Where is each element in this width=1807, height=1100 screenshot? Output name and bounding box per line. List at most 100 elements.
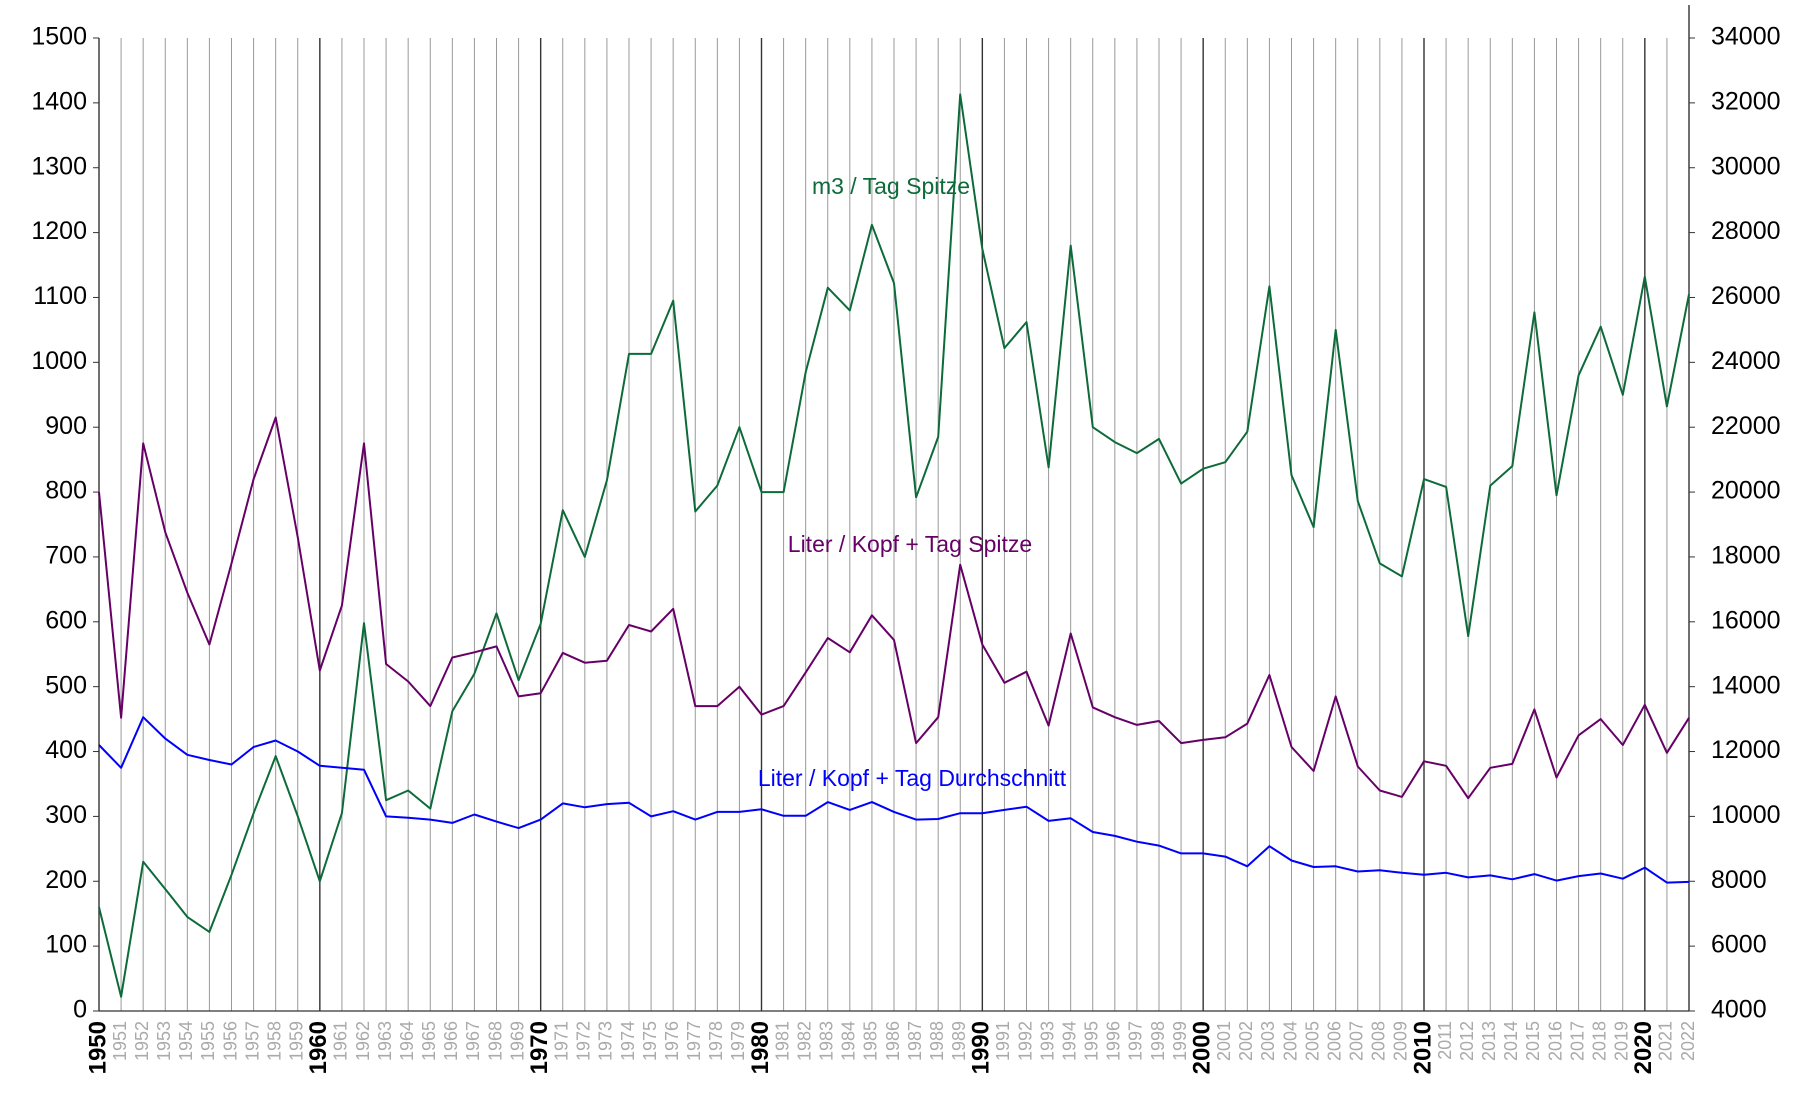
- x-tick-label: 1952: [132, 1021, 152, 1061]
- series-line: [98, 716, 1690, 884]
- y-tick-label: 500: [45, 671, 87, 699]
- x-tick-label: 1953: [154, 1021, 174, 1061]
- x-tick-label: 2017: [1567, 1021, 1587, 1061]
- x-tick-label: 1970: [526, 1021, 553, 1074]
- x-tick-label: 2021: [1656, 1021, 1676, 1061]
- x-tick-label: 1972: [574, 1021, 594, 1061]
- y-tick-label: 0: [73, 996, 87, 1024]
- x-tick-label: 1977: [684, 1021, 704, 1061]
- x-tick-label: 2016: [1545, 1021, 1565, 1061]
- x-tick-label: 2009: [1391, 1021, 1411, 1061]
- x-tick-label: 1958: [264, 1021, 284, 1061]
- y2-tick-label: 18000: [1711, 542, 1781, 570]
- x-tick-label: 1973: [596, 1021, 616, 1061]
- x-tick-label: 1990: [968, 1021, 995, 1074]
- y2-tick-label: 20000: [1711, 477, 1781, 505]
- x-tick-label: 2011: [1435, 1021, 1455, 1060]
- x-tick-label: 2002: [1236, 1021, 1256, 1061]
- x-tick-label: 1967: [463, 1021, 483, 1061]
- y2-tick-label: 10000: [1711, 801, 1781, 829]
- x-tick-label: 1969: [507, 1021, 527, 1061]
- y-tick-label: 1500: [31, 23, 87, 51]
- x-tick-label: 1957: [242, 1021, 262, 1061]
- x-tick-label: 1975: [640, 1021, 660, 1061]
- y2-tick-label: 26000: [1711, 282, 1781, 310]
- x-tick-label: 1995: [1082, 1021, 1102, 1061]
- y-tick-label: 100: [45, 931, 87, 959]
- y2-tick-label: 12000: [1711, 736, 1781, 764]
- x-tick-label: 1993: [1037, 1021, 1057, 1061]
- x-tick-label: 1997: [1126, 1021, 1146, 1061]
- x-tick-label: 1992: [1015, 1021, 1035, 1061]
- x-tick-label: 1988: [927, 1021, 947, 1061]
- series-line: [98, 93, 1690, 998]
- x-tick-label: 2010: [1409, 1021, 1436, 1074]
- x-tick-label: 2012: [1457, 1021, 1477, 1061]
- x-tick-label: 1963: [375, 1021, 395, 1061]
- x-tick-label: 1978: [706, 1021, 726, 1061]
- y-tick-label: 1100: [33, 282, 87, 310]
- x-tick-label: 1999: [1170, 1021, 1190, 1061]
- x-tick-label: 2022: [1678, 1021, 1698, 1061]
- x-tick-label: 2019: [1612, 1021, 1632, 1061]
- x-tick-label: 2003: [1258, 1021, 1278, 1061]
- x-tick-label: 2006: [1324, 1021, 1344, 1061]
- x-tick-label: 1987: [905, 1021, 925, 1061]
- y2-tick-label: 30000: [1711, 152, 1781, 180]
- y2-tick-label: 28000: [1711, 217, 1781, 245]
- x-tick-label: 1998: [1148, 1021, 1168, 1061]
- x-tick-label: 1996: [1104, 1021, 1124, 1061]
- x-tick-label: 1962: [353, 1021, 373, 1061]
- series-label: Liter / Kopf + Tag Spitze: [788, 531, 1032, 557]
- y2-tick-label: 32000: [1711, 87, 1781, 115]
- x-tick-label: 2013: [1479, 1021, 1499, 1061]
- x-tick-label: 1968: [485, 1021, 505, 1061]
- x-tick-label: 1991: [993, 1021, 1013, 1061]
- series-line: [98, 416, 1690, 800]
- x-tick-label: 1966: [441, 1021, 461, 1061]
- x-tick-label: 1955: [198, 1021, 218, 1061]
- y-tick-label: 600: [45, 606, 87, 634]
- x-tick-label: 1983: [817, 1021, 837, 1061]
- y-tick-label: 1400: [31, 87, 87, 115]
- y-tick-label: 1000: [31, 347, 87, 375]
- x-tick-label: 1951: [110, 1021, 130, 1061]
- y-tick-label: 200: [45, 866, 87, 894]
- x-tick-label: 2001: [1214, 1021, 1234, 1061]
- y-tick-label: 700: [45, 542, 87, 570]
- x-tick-label: 1994: [1059, 1021, 1079, 1061]
- series-label: Liter / Kopf + Tag Durchschnitt: [758, 765, 1067, 791]
- x-tick-label: 2008: [1369, 1021, 1389, 1061]
- x-tick-label: 2020: [1630, 1021, 1657, 1074]
- y2-tick-label: 8000: [1711, 866, 1767, 894]
- x-tick-label: 2015: [1523, 1021, 1543, 1061]
- x-tick-label: 1984: [839, 1021, 859, 1061]
- x-tick-label: 2004: [1280, 1021, 1300, 1061]
- x-tick-label: 1989: [949, 1021, 969, 1061]
- y-tick-label: 400: [45, 736, 87, 764]
- series-label: m3 / Tag Spitze: [812, 173, 970, 199]
- y-tick-label: 800: [45, 477, 87, 505]
- x-tick-label: 1981: [772, 1021, 792, 1061]
- x-tick-label: 1982: [794, 1021, 814, 1061]
- x-tick-label: 1986: [883, 1021, 903, 1061]
- x-tick-label: 1971: [552, 1021, 572, 1061]
- y-tick-label: 1300: [31, 152, 87, 180]
- x-tick-label: 2005: [1302, 1021, 1322, 1061]
- x-tick-label: 1974: [618, 1021, 638, 1061]
- x-tick-label: 1976: [662, 1021, 682, 1061]
- x-tick-label: 1961: [331, 1021, 351, 1061]
- x-tick-label: 1980: [747, 1021, 774, 1074]
- x-tick-label: 1965: [419, 1021, 439, 1061]
- x-tick-label: 2000: [1189, 1021, 1216, 1074]
- y2-tick-label: 6000: [1711, 931, 1767, 959]
- x-tick-label: 1985: [861, 1021, 881, 1061]
- x-tick-label: 1956: [220, 1021, 240, 1061]
- x-tick-label: 2007: [1347, 1021, 1367, 1061]
- x-tick-label: 1964: [397, 1021, 417, 1061]
- y2-tick-label: 22000: [1711, 412, 1781, 440]
- y-tick-label: 900: [45, 412, 87, 440]
- y2-tick-label: 16000: [1711, 606, 1781, 634]
- y-tick-label: 300: [45, 801, 87, 829]
